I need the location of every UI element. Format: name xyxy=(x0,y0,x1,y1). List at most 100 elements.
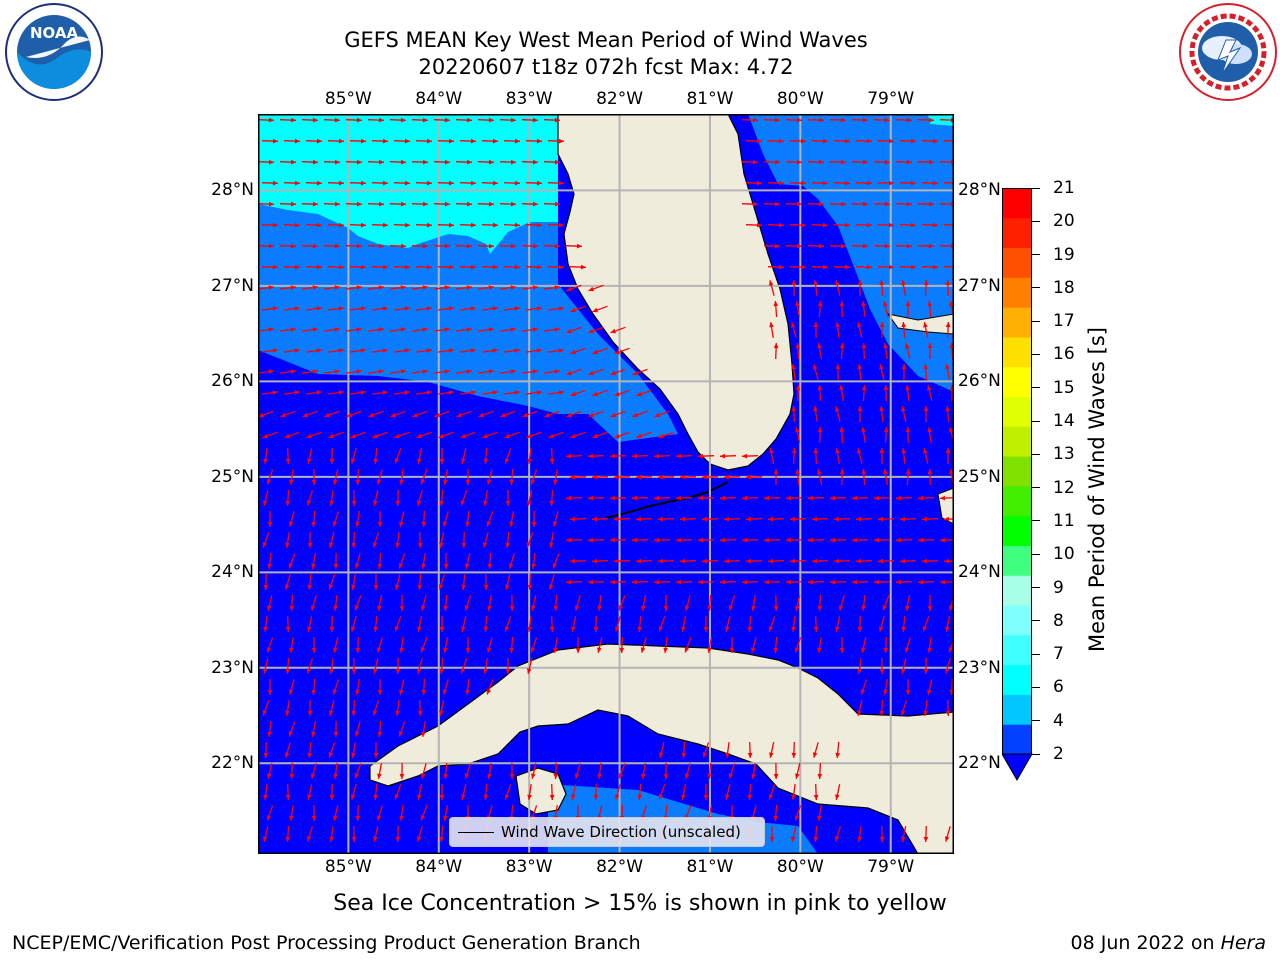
vector-head xyxy=(901,322,907,328)
vector-head xyxy=(610,370,616,376)
vector-head xyxy=(268,243,274,249)
vector-head xyxy=(360,306,366,311)
vector-head xyxy=(263,458,268,464)
vector-head xyxy=(879,322,885,327)
vector-head xyxy=(636,391,642,397)
vector-head xyxy=(354,731,360,737)
vector-head xyxy=(328,584,334,590)
vector-head xyxy=(289,815,294,821)
vector-head xyxy=(698,495,704,501)
vector-head xyxy=(532,285,538,290)
vector-head xyxy=(566,495,572,501)
vector-head xyxy=(945,280,951,286)
vector-head xyxy=(940,537,946,543)
vector-head xyxy=(597,605,602,611)
vector-head xyxy=(812,752,818,758)
vector-head xyxy=(746,558,752,564)
vector-head xyxy=(571,626,576,632)
vector-head xyxy=(879,280,885,286)
vector-head xyxy=(514,306,520,311)
vector-head xyxy=(927,427,932,433)
vector-head xyxy=(680,516,686,522)
vector-head xyxy=(306,668,312,674)
vector-head xyxy=(905,605,910,611)
vector-head xyxy=(580,264,586,270)
legend-line-swatch xyxy=(458,832,494,833)
colorbar-tick-label: 19 xyxy=(1053,244,1075,265)
lon-tick-bottom: 80°W xyxy=(776,857,824,877)
vector-head xyxy=(443,564,449,569)
vector-head xyxy=(830,495,836,501)
vector-head xyxy=(461,584,466,590)
vector-head xyxy=(658,626,664,632)
vector-head xyxy=(514,348,520,353)
vector-head xyxy=(888,264,894,270)
vector-head xyxy=(778,264,784,270)
vector-head xyxy=(536,306,542,311)
vector-head xyxy=(394,458,400,464)
vector-head xyxy=(610,495,616,501)
vector-head xyxy=(553,647,558,653)
vector-head xyxy=(552,562,558,569)
vector-head xyxy=(769,448,774,454)
vector-head xyxy=(818,201,824,207)
vector-head xyxy=(466,327,472,332)
vector-head xyxy=(439,668,445,674)
vector-head xyxy=(857,668,862,674)
vector-head xyxy=(395,542,400,548)
vector-head xyxy=(536,390,542,395)
vector-head xyxy=(404,264,410,270)
vector-head xyxy=(927,647,932,653)
vector-head xyxy=(333,815,338,821)
vector-head xyxy=(460,433,466,439)
lat-tick-left: 27°N xyxy=(211,275,254,296)
vector-head xyxy=(312,369,318,374)
vector-head xyxy=(268,369,274,374)
vector-head xyxy=(654,453,660,459)
vector-head xyxy=(360,138,366,144)
vector-head xyxy=(658,558,664,564)
vector-head xyxy=(346,412,352,418)
vector-head xyxy=(505,501,511,506)
vector-head xyxy=(570,474,576,480)
vector-head xyxy=(439,500,445,506)
vector-head xyxy=(312,159,318,165)
vector-head xyxy=(742,537,748,543)
vector-head xyxy=(466,117,472,123)
vector-head xyxy=(421,731,426,737)
vector-head xyxy=(294,222,300,228)
vector-head xyxy=(532,369,538,374)
vector-head xyxy=(948,646,954,653)
vector-head xyxy=(267,605,272,611)
vector-head xyxy=(835,794,840,800)
vector-head xyxy=(266,479,272,485)
vector-head xyxy=(267,563,272,569)
vector-head xyxy=(334,159,340,165)
vector-head xyxy=(509,521,514,527)
vector-head xyxy=(456,412,462,418)
vector-head xyxy=(901,364,907,369)
vector-head xyxy=(426,390,432,395)
vector-head xyxy=(526,500,532,506)
vector-head xyxy=(554,201,560,207)
colorbar-tick-label: 15 xyxy=(1053,377,1075,398)
vector-head xyxy=(926,385,932,391)
vector-head xyxy=(488,117,494,123)
vector-head xyxy=(267,522,273,527)
svg-text:NOAA: NOAA xyxy=(30,24,79,42)
vector-head xyxy=(394,626,400,632)
lon-tick-top: 81°W xyxy=(686,89,734,109)
vector-head xyxy=(922,558,928,564)
vector-head xyxy=(637,626,643,632)
vector-head xyxy=(531,773,536,779)
vector-head xyxy=(879,448,885,453)
vector-head xyxy=(928,243,934,249)
vector-head xyxy=(470,138,476,144)
vector-head xyxy=(439,795,445,800)
vector-head xyxy=(698,579,704,585)
vector-head xyxy=(553,479,558,485)
vector-head xyxy=(614,794,620,800)
vector-head xyxy=(465,480,471,485)
vector-head xyxy=(901,626,907,632)
vector-head xyxy=(796,201,802,207)
